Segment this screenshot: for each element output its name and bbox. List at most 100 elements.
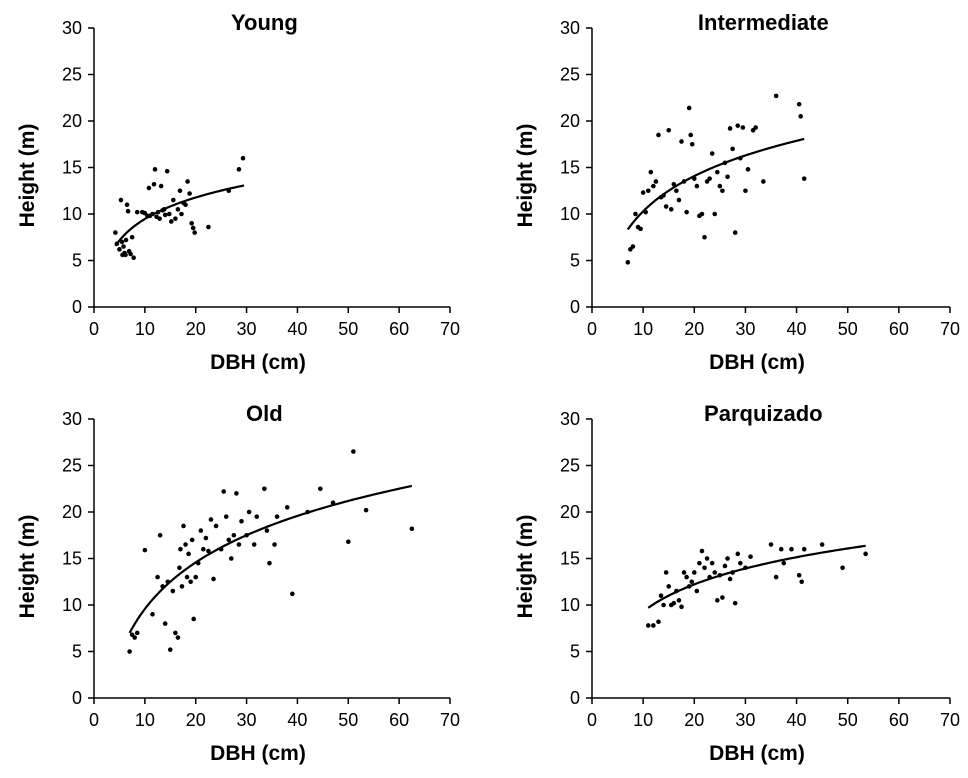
data-point — [189, 537, 195, 543]
y-tick-label: 30 — [62, 18, 82, 38]
y-tick-label: 25 — [62, 456, 82, 476]
data-point — [663, 570, 669, 575]
data-point — [789, 546, 794, 552]
y-tick-label: 0 — [72, 297, 82, 317]
data-point — [239, 519, 244, 524]
data-point — [738, 560, 743, 566]
data-point — [206, 548, 211, 554]
data-point — [725, 174, 730, 180]
data-point — [125, 208, 131, 214]
x-tick-label: 50 — [338, 319, 358, 339]
data-point — [773, 574, 779, 580]
y-tick-label: 10 — [560, 595, 580, 615]
x-tick-label: 0 — [587, 319, 597, 339]
data-point — [699, 548, 705, 554]
fit-curve — [114, 184, 245, 247]
data-point — [272, 542, 277, 547]
data-point — [345, 539, 351, 545]
data-point — [661, 193, 666, 198]
data-point — [725, 556, 730, 561]
data-point — [686, 105, 692, 111]
data-point — [290, 591, 295, 597]
data-point — [166, 211, 172, 217]
data-point — [648, 169, 654, 175]
data-point — [201, 546, 206, 552]
data-point — [164, 168, 170, 174]
data-point — [203, 535, 209, 541]
data-point — [743, 188, 748, 194]
data-point — [132, 635, 137, 640]
x-tick-label: 30 — [237, 319, 257, 339]
data-point — [735, 123, 741, 128]
x-tick-label: 30 — [735, 710, 755, 730]
data-point — [146, 185, 152, 191]
data-point — [246, 509, 252, 515]
x-tick-label: 40 — [787, 710, 807, 730]
data-point — [666, 584, 672, 589]
y-tick-label: 30 — [560, 409, 580, 429]
data-point — [185, 179, 190, 184]
data-point — [732, 600, 738, 606]
data-point — [186, 551, 191, 557]
x-tick-label: 70 — [440, 319, 460, 339]
data-point — [183, 542, 188, 547]
data-point — [179, 211, 184, 217]
data-point — [640, 190, 646, 195]
data-point — [213, 523, 219, 529]
x-tick-label: 0 — [587, 710, 597, 730]
data-point — [712, 570, 718, 575]
data-point — [192, 230, 197, 235]
y-tick-label: 5 — [570, 251, 580, 271]
x-tick-label: 40 — [787, 319, 807, 339]
data-point — [686, 584, 692, 589]
data-point — [254, 514, 260, 519]
y-tick-label: 10 — [560, 204, 580, 224]
data-point — [638, 226, 643, 232]
data-point — [694, 183, 700, 189]
data-point — [183, 202, 188, 207]
data-point — [730, 146, 735, 152]
data-point — [643, 209, 648, 215]
data-point — [198, 528, 204, 533]
data-point — [134, 209, 140, 215]
data-point — [142, 547, 148, 553]
data-point — [173, 630, 178, 636]
data-point — [251, 542, 257, 547]
y-tick-label: 5 — [72, 642, 82, 662]
panel-intermediate: 0 5 10 15 20 25 30 0 10 20 30 40 50 60 70 DBH (cm) Heigh… — [514, 10, 960, 374]
y-tick-label: 15 — [62, 158, 82, 178]
data-point — [195, 560, 201, 566]
data-point — [799, 579, 804, 585]
x-axis-title: DBH (cm) — [210, 351, 306, 374]
x-axis-title: DBH (cm) — [709, 351, 805, 374]
data-point — [351, 449, 356, 454]
y-tick-label: 20 — [560, 111, 580, 131]
data-point — [162, 212, 168, 218]
data-point — [704, 556, 710, 561]
data-point — [684, 209, 689, 215]
data-point — [190, 225, 196, 231]
data-point — [124, 202, 130, 207]
data-point — [173, 216, 178, 221]
data-point — [363, 507, 369, 513]
data-point — [796, 101, 802, 107]
data-point — [748, 554, 753, 559]
y-tick-label: 15 — [560, 549, 580, 569]
data-point — [113, 230, 118, 235]
data-point — [801, 176, 807, 181]
data-point — [161, 207, 167, 212]
data-point — [134, 630, 140, 636]
data-point — [681, 179, 687, 184]
data-point — [188, 579, 193, 585]
data-point — [656, 619, 661, 625]
data-point — [727, 576, 733, 582]
panel-title: Intermediate — [698, 10, 829, 35]
data-point — [645, 188, 651, 194]
data-point — [773, 93, 779, 99]
data-point — [231, 532, 237, 538]
x-tick-label: 60 — [889, 710, 909, 730]
panel-old: 0 5 10 15 20 25 30 0 10 20 30 40 50 60 70 DBH (cm) Heigh… — [16, 401, 460, 765]
data-point — [656, 132, 661, 138]
data-point — [155, 574, 160, 580]
x-tick-label: 50 — [838, 710, 858, 730]
